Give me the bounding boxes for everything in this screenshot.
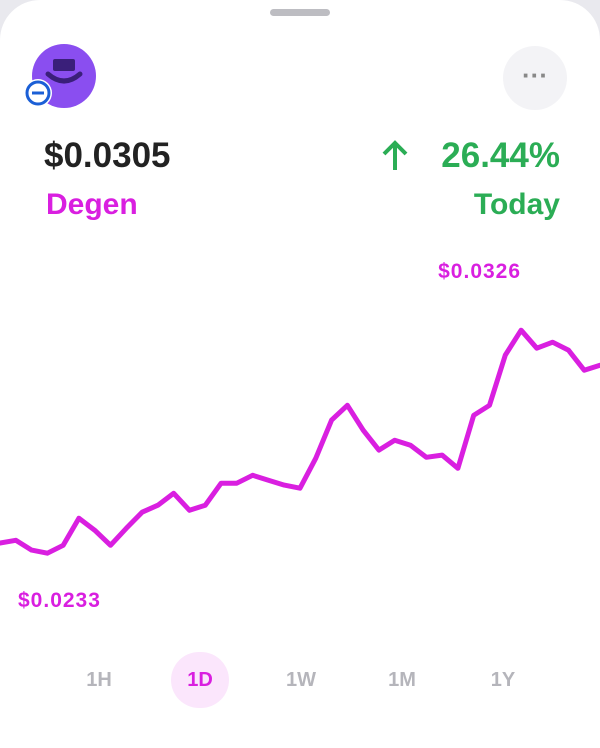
price: $0.0305 [44, 136, 171, 175]
period: Today [473, 188, 560, 221]
change: 26.44% [441, 136, 560, 175]
range-option[interactable]: 1Y [490, 669, 516, 691]
range-option[interactable]: 1M [388, 669, 416, 691]
range-option[interactable]: 1D [171, 652, 229, 708]
price-line [0, 327, 600, 556]
token-name: Degen [46, 188, 138, 221]
more-button[interactable]: ··· [503, 46, 567, 110]
range-option[interactable]: 1W [286, 669, 316, 691]
max-label: $0.0326 [438, 260, 521, 283]
token-avatar [24, 44, 96, 108]
range-selector: 1H 1D 1W 1M 1Y [0, 652, 600, 708]
drag-handle [270, 9, 330, 16]
up-arrow [382, 140, 408, 170]
range-option[interactable]: 1H [86, 669, 112, 691]
min-label: $0.0233 [18, 589, 101, 612]
